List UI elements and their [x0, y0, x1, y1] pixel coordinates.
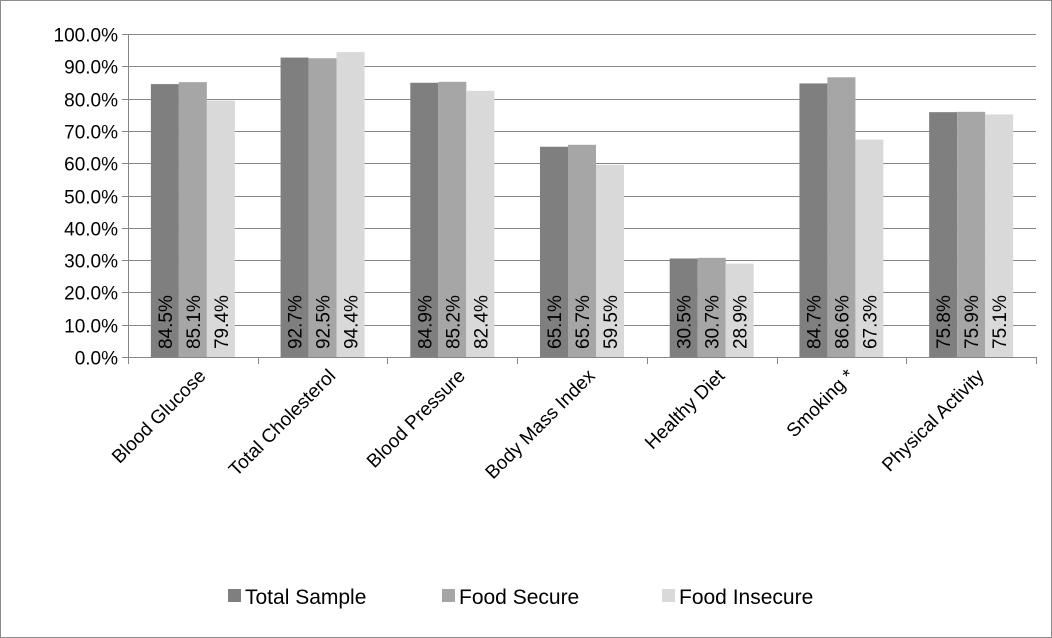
bar-food-insecure — [336, 52, 365, 357]
bar-food-secure — [827, 77, 856, 358]
bar-food-insecure — [985, 114, 1014, 357]
x-category-label: Blood Glucose — [108, 366, 210, 468]
data-label: 84.7% — [804, 295, 825, 349]
bar-total-sample — [929, 112, 958, 357]
data-label: 92.7% — [286, 295, 307, 349]
y-tick-label: 0.0% — [75, 349, 118, 370]
bar-food-insecure — [725, 263, 754, 357]
data-label: 65.7% — [573, 295, 594, 349]
legend-swatch — [228, 589, 241, 602]
y-tick-label: 30.0% — [64, 252, 118, 273]
bar-total-sample — [280, 57, 309, 357]
bar-food-secure — [697, 257, 726, 357]
y-tick-label: 60.0% — [64, 155, 118, 176]
data-label: 82.4% — [471, 295, 492, 349]
y-tick-label: 100.0% — [54, 26, 119, 47]
data-label: 59.5% — [601, 295, 622, 349]
legend-label: Food Secure — [459, 586, 579, 609]
bar-food-insecure — [206, 100, 235, 358]
data-label: 84.5% — [156, 295, 177, 349]
data-label: 75.9% — [962, 295, 983, 349]
data-label: 28.9% — [731, 295, 752, 349]
bar-total-sample — [799, 83, 828, 357]
data-label: 75.1% — [990, 295, 1011, 349]
bar-food-insecure — [855, 139, 884, 357]
x-category-label: Total Cholesterol — [225, 366, 340, 481]
bar-total-sample — [150, 84, 179, 357]
y-tick-label: 10.0% — [64, 317, 118, 338]
y-tick-label: 90.0% — [64, 58, 118, 79]
data-label: 79.4% — [212, 295, 233, 349]
data-label: 94.4% — [342, 295, 363, 349]
data-label: 85.1% — [184, 295, 205, 349]
data-label: 84.9% — [415, 295, 436, 349]
data-label: 67.3% — [860, 295, 881, 349]
x-category-label: Physical Activity — [878, 365, 989, 476]
data-label: 75.8% — [934, 295, 955, 349]
data-label: 65.1% — [545, 295, 566, 349]
x-category-label: Blood Pressure — [363, 366, 470, 473]
bar-food-insecure — [466, 90, 495, 358]
data-label: 92.5% — [314, 295, 335, 349]
bar-total-sample — [669, 258, 698, 357]
legend-label: Food Insecure — [679, 586, 813, 609]
data-label: 86.6% — [832, 295, 853, 349]
bar-food-secure — [178, 82, 207, 357]
legend-label: Total Sample — [245, 586, 366, 609]
bar-total-sample — [540, 146, 568, 357]
legend-swatch — [662, 589, 675, 602]
data-label: 30.5% — [675, 295, 696, 349]
bar-food-secure — [308, 58, 337, 357]
bar-total-sample — [410, 82, 439, 357]
bar-food-secure — [568, 144, 596, 357]
data-label: 30.7% — [703, 295, 724, 349]
x-category-label: Body Mass Index — [482, 365, 600, 483]
y-tick-label: 80.0% — [64, 91, 118, 112]
bar-food-insecure — [596, 164, 624, 357]
y-tick-label: 20.0% — [64, 284, 118, 305]
x-category-label: Healthy Diet — [641, 365, 730, 454]
data-label: 85.2% — [443, 295, 464, 349]
bar-food-secure — [438, 81, 467, 357]
bar-food-secure — [957, 111, 986, 357]
legend-swatch — [442, 589, 455, 602]
y-tick-label: 70.0% — [64, 123, 118, 144]
y-tick-label: 50.0% — [64, 188, 118, 209]
x-category-label: Smoking * — [783, 365, 860, 442]
y-tick-label: 40.0% — [64, 220, 118, 241]
